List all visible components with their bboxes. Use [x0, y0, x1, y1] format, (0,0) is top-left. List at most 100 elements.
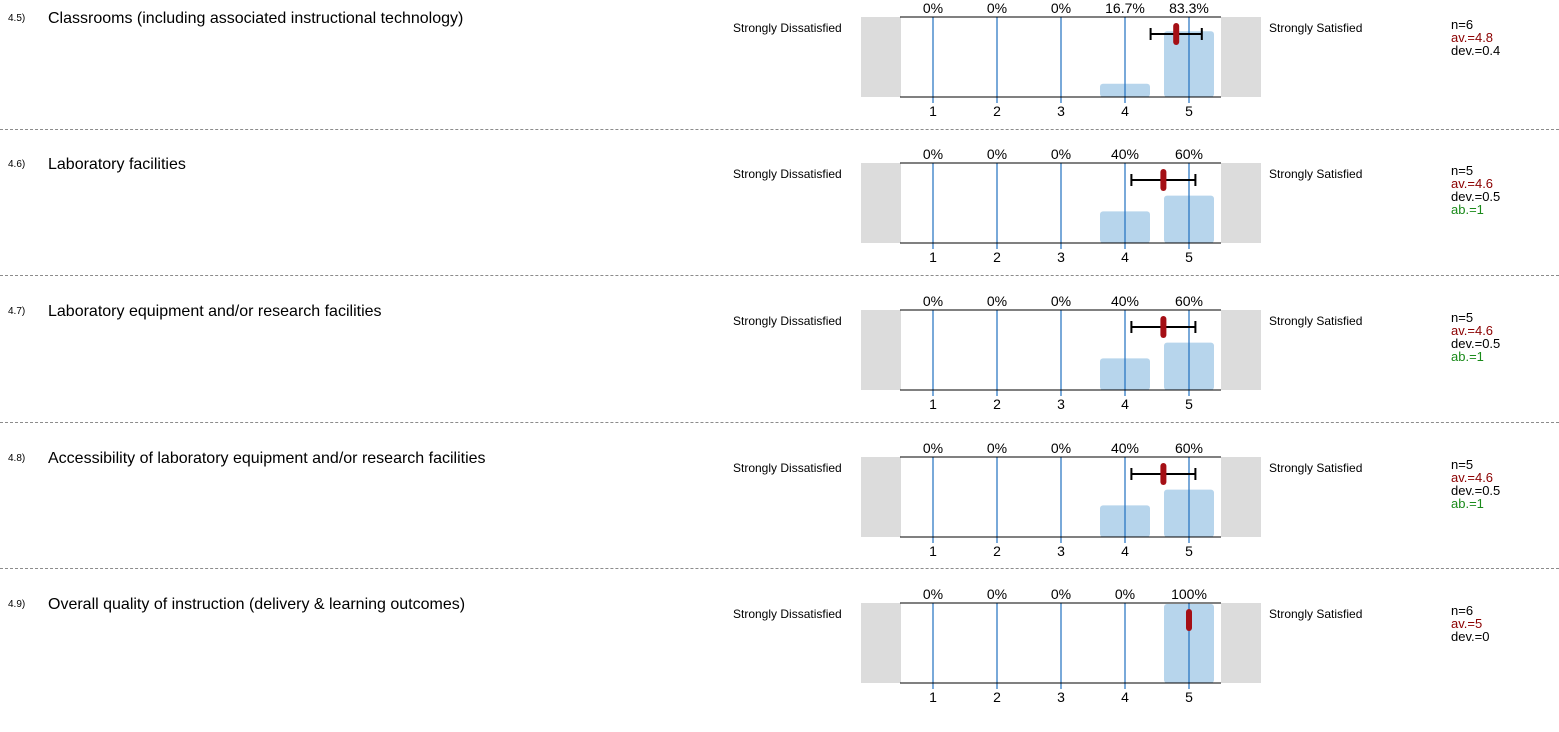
percent-label: 0%: [987, 293, 1007, 309]
percent-label: 0%: [1051, 586, 1071, 602]
section-divider: [0, 422, 1559, 423]
side-panel-right: [1221, 163, 1261, 243]
statistics-block: n=6 av.=4.8 dev.=0.4: [1451, 18, 1500, 57]
scale-left-label: Strongly Dissatisfied: [733, 461, 842, 475]
stat-n: n=5: [1451, 457, 1474, 472]
tick-label: 3: [1057, 543, 1065, 559]
tick-label: 1: [929, 689, 937, 705]
mean-marker: [1160, 463, 1167, 485]
scale-left-label: Strongly Dissatisfied: [733, 21, 842, 35]
question-number: 4.5): [8, 13, 26, 24]
stat-average: av.=5: [1451, 616, 1483, 631]
stat-abstentions: ab.=1: [1451, 496, 1484, 511]
percent-label: 40%: [1111, 146, 1139, 162]
question-number: 4.6): [8, 159, 26, 170]
tick-label: 1: [929, 103, 937, 119]
percent-label: 0%: [1051, 293, 1071, 309]
stat-average: av.=4.6: [1451, 323, 1494, 338]
tick-label: 4: [1121, 689, 1129, 705]
mean-marker: [1160, 169, 1167, 191]
stat-deviation: dev.=0: [1451, 629, 1490, 644]
percent-label: 0%: [987, 0, 1007, 16]
stat-n: n=6: [1451, 603, 1474, 618]
scale-left-label: Strongly Dissatisfied: [733, 607, 842, 621]
tick-label: 3: [1057, 103, 1065, 119]
question-text: Laboratory equipment and/or research fac…: [48, 303, 382, 320]
side-panel-right: [1221, 457, 1261, 537]
percent-label: 16.7%: [1105, 0, 1145, 16]
stat-n: n=5: [1451, 163, 1474, 178]
question-text: Laboratory facilities: [48, 156, 186, 173]
percent-label: 0%: [987, 586, 1007, 602]
rating-chart: 0% 0% 0% 40% 60% 1 2 3 4 5: [861, 440, 1261, 559]
rating-chart: 0% 0% 0% 0% 100% 1 2 3 4 5: [861, 586, 1261, 705]
question-text: Overall quality of instruction (delivery…: [48, 596, 466, 613]
tick-label: 5: [1185, 689, 1193, 705]
question-text: Accessibility of laboratory equipment an…: [48, 450, 486, 467]
stat-deviation: dev.=0.5: [1451, 336, 1501, 351]
percent-label: 0%: [1115, 586, 1135, 602]
stat-abstentions: ab.=1: [1451, 349, 1484, 364]
percent-label: 40%: [1111, 293, 1139, 309]
tick-label: 1: [929, 543, 937, 559]
tick-label: 5: [1185, 543, 1193, 559]
tick-label: 2: [993, 396, 1001, 412]
side-panel-left: [861, 310, 901, 390]
question-number: 4.7): [8, 306, 26, 317]
scale-right-label: Strongly Satisfied: [1269, 461, 1363, 475]
side-panel-right: [1221, 17, 1261, 97]
percent-label: 60%: [1175, 440, 1203, 456]
side-panel-left: [861, 603, 901, 683]
scale-right-label: Strongly Satisfied: [1269, 167, 1363, 181]
tick-label: 5: [1185, 396, 1193, 412]
tick-label: 4: [1121, 103, 1129, 119]
question-section: 4.8) Accessibility of laboratory equipmen…: [0, 440, 1559, 586]
tick-label: 5: [1185, 103, 1193, 119]
question-section: 4.9) Overall quality of instruction (deli…: [0, 586, 1559, 732]
stat-abstentions: ab.=1: [1451, 202, 1484, 217]
percent-label: 60%: [1175, 293, 1203, 309]
tick-label: 4: [1121, 396, 1129, 412]
percent-label: 0%: [987, 440, 1007, 456]
statistics-block: n=5 av.=4.6 dev.=0.5 ab.=1: [1451, 164, 1500, 216]
scale-right-label: Strongly Satisfied: [1269, 21, 1363, 35]
stat-deviation: dev.=0.5: [1451, 189, 1501, 204]
mean-marker: [1160, 316, 1167, 338]
percent-label: 40%: [1111, 440, 1139, 456]
tick-label: 4: [1121, 543, 1129, 559]
section-divider: [0, 275, 1559, 276]
scale-left-label: Strongly Dissatisfied: [733, 167, 842, 181]
question-text: Classrooms (including associated instruc…: [48, 10, 464, 27]
side-panel-right: [1221, 310, 1261, 390]
percent-label: 100%: [1171, 586, 1207, 602]
side-panel-left: [861, 17, 901, 97]
statistics-block: n=5 av.=4.6 dev.=0.5 ab.=1: [1451, 458, 1500, 510]
tick-label: 2: [993, 689, 1001, 705]
scale-right-label: Strongly Satisfied: [1269, 607, 1363, 621]
stat-average: av.=4.8: [1451, 30, 1494, 45]
tick-label: 3: [1057, 396, 1065, 412]
tick-label: 5: [1185, 249, 1193, 265]
question-number: 4.8): [8, 453, 26, 464]
question-section: 4.6) Laboratory facilities Strongly Dissat…: [0, 146, 1559, 292]
side-panel-left: [861, 457, 901, 537]
stat-n: n=5: [1451, 310, 1474, 325]
question-section: 4.5) Classrooms (including associated ins…: [0, 0, 1559, 146]
percent-label: 0%: [923, 0, 943, 16]
stat-n: n=6: [1451, 17, 1474, 32]
tick-label: 3: [1057, 249, 1065, 265]
question-number: 4.9): [8, 599, 26, 610]
percent-label: 0%: [1051, 0, 1071, 16]
tick-label: 2: [993, 103, 1001, 119]
percent-label: 0%: [923, 440, 943, 456]
percent-label: 0%: [923, 146, 943, 162]
rating-chart: 0% 0% 0% 40% 60% 1 2 3 4 5: [861, 293, 1261, 412]
section-divider: [0, 129, 1559, 130]
rating-chart: 0% 0% 0% 40% 60% 1 2 3 4 5: [861, 146, 1261, 265]
tick-label: 2: [993, 543, 1001, 559]
percent-label: 83.3%: [1169, 0, 1209, 16]
tick-label: 4: [1121, 249, 1129, 265]
percent-label: 0%: [987, 146, 1007, 162]
section-divider: [0, 568, 1559, 569]
mean-marker: [1173, 23, 1180, 45]
